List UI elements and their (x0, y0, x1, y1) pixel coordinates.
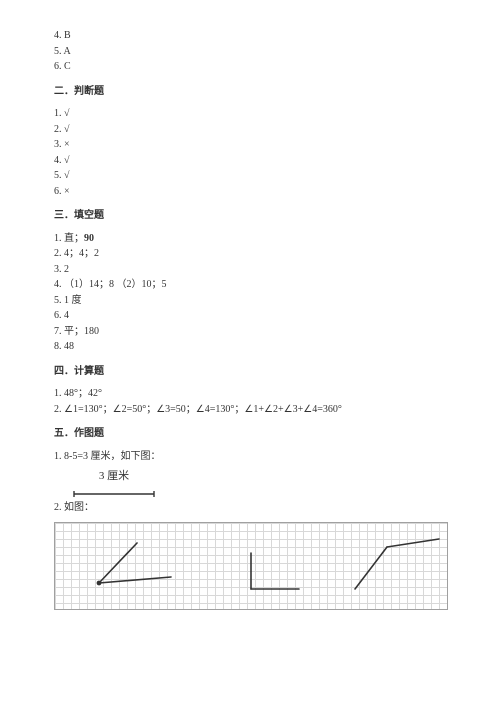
section5-list2: 2. 如图： (54, 500, 446, 516)
answer-6: 6. C (54, 59, 446, 75)
section4-heading: 四．计算题 (54, 364, 446, 380)
fill-5: 5. 1 度 (54, 293, 446, 309)
grid-svg (55, 523, 447, 609)
fill-3: 3. 2 (54, 262, 446, 278)
judge-2: 2. √ (54, 122, 446, 138)
judge-6: 6. × (54, 184, 446, 200)
fill-6: 6. 4 (54, 308, 446, 324)
draw-1: 1. 8-5=3 厘米，如下图： (54, 449, 446, 465)
fill-8: 8. 48 (54, 339, 446, 355)
answer-4: 4. B (54, 28, 446, 44)
section2-list: 1. √ 2. √ 3. × 4. √ 5. √ 6. × (54, 106, 446, 199)
line-segment-label: 3 厘米 (72, 468, 156, 485)
calc-1: 1. 48°；42° (54, 386, 446, 402)
fill-1-bold: 90 (84, 233, 94, 244)
line-segment-svg (72, 488, 156, 500)
line-segment-figure: 3 厘米 (72, 468, 156, 500)
judge-3: 3. × (54, 137, 446, 153)
fill-4: 4. （1）14；8 （2）10；5 (54, 277, 446, 293)
judge-1: 1. √ (54, 106, 446, 122)
fill-1: 1. 直；90 (54, 231, 446, 247)
fill-1-prefix: 1. 直； (54, 233, 84, 244)
section4-list: 1. 48°；42° 2. ∠1=130°；∠2=50°；∠3=50；∠4=13… (54, 386, 446, 417)
fill-2: 2. 4；4；2 (54, 246, 446, 262)
section3-heading: 三．填空题 (54, 208, 446, 224)
grid-figure (54, 522, 448, 610)
top-answers: 4. B 5. A 6. C (54, 28, 446, 75)
calc-2: 2. ∠1=130°；∠2=50°；∠3=50；∠4=130°；∠1+∠2+∠3… (54, 402, 446, 418)
judge-4: 4. √ (54, 153, 446, 169)
section5-heading: 五．作图题 (54, 426, 446, 442)
section5-list: 1. 8-5=3 厘米，如下图： (54, 449, 446, 465)
section2-heading: 二．判断题 (54, 84, 446, 100)
fill-7: 7. 平；180 (54, 324, 446, 340)
judge-5: 5. √ (54, 168, 446, 184)
answer-5: 5. A (54, 44, 446, 60)
draw-2: 2. 如图： (54, 500, 446, 516)
section3-list: 1. 直；90 2. 4；4；2 3. 2 4. （1）14；8 （2）10；5… (54, 231, 446, 355)
